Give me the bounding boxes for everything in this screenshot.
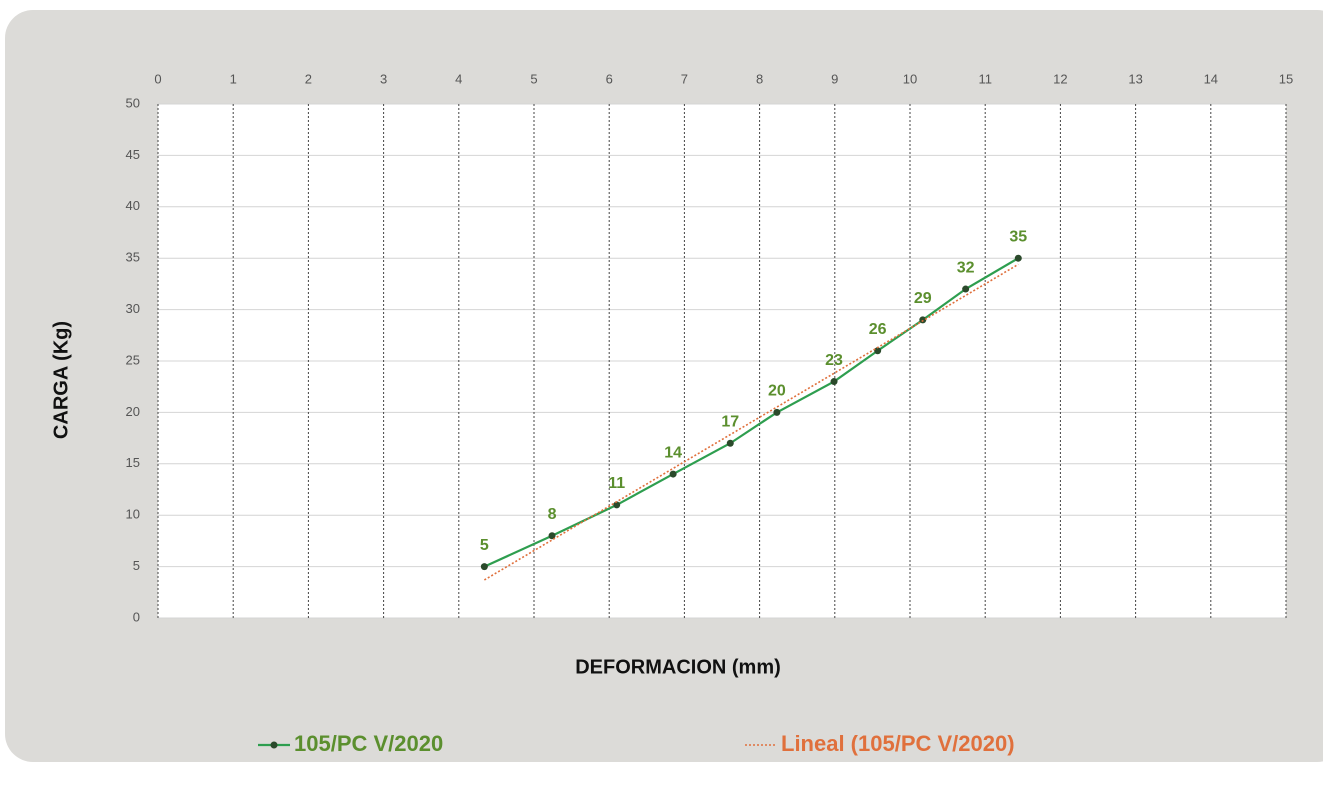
point [874,347,882,355]
x-tick-label: 8 [756,71,763,86]
point [1014,254,1022,262]
series-line [483,263,1019,581]
data-label: 11 [608,475,625,492]
y-tick-label: 15 [126,455,140,470]
data-label: 20 [768,383,786,400]
point [773,408,781,416]
y-tick-label: 10 [126,507,140,522]
y-tick-label: 40 [126,198,140,213]
data-label: 23 [825,352,843,369]
data-label: 32 [957,259,975,276]
x-tick-label: 5 [530,71,537,86]
point [726,439,734,447]
y-tick-label: 0 [133,609,140,624]
x-tick-label: 12 [1053,71,1067,86]
x-tick-label: 3 [380,71,387,86]
y-axis-label: CARGA (Kg) [50,321,72,439]
y-tick-label: 20 [126,404,140,419]
point [962,285,970,293]
y-tick-label: 25 [126,352,140,367]
point [548,532,556,540]
point [480,563,488,571]
x-tick-label: 13 [1128,71,1142,86]
x-tick-label: 6 [606,71,613,86]
x-axis-label: DEFORMACION (mm) [575,656,781,678]
data-label: 8 [548,506,557,523]
x-tick-label: 10 [903,71,917,86]
x-tick-label: 2 [305,71,312,86]
point [613,501,621,509]
x-tick-label: 9 [831,71,838,86]
y-tick-label: 35 [126,250,140,265]
y-tick-label: 30 [126,301,140,316]
point [830,378,838,386]
data-label: 26 [869,321,887,338]
data-label: 5 [480,537,489,554]
x-tick-label: 4 [455,71,462,86]
y-tick-label: 5 [133,558,140,573]
data-label: 29 [914,290,932,307]
point [919,316,927,324]
x-tick-label: 11 [978,71,992,86]
y-tick-label: 50 [126,95,140,110]
data-label: 14 [664,444,682,461]
x-tick-label: 1 [230,71,237,86]
legend-label: 105/PC V/2020 [294,731,443,756]
legend-label: Lineal (105/PC V/2020) [781,731,1015,756]
point [669,470,677,478]
data-label: 35 [1009,228,1027,245]
y-tick-label: 45 [126,147,140,162]
x-tick-label: 14 [1204,71,1218,86]
legend-marker [270,741,278,749]
x-tick-label: 7 [681,71,688,86]
x-tick-label: 0 [154,71,161,86]
x-tick-label: 15 [1279,71,1293,86]
data-label: 17 [721,413,739,430]
